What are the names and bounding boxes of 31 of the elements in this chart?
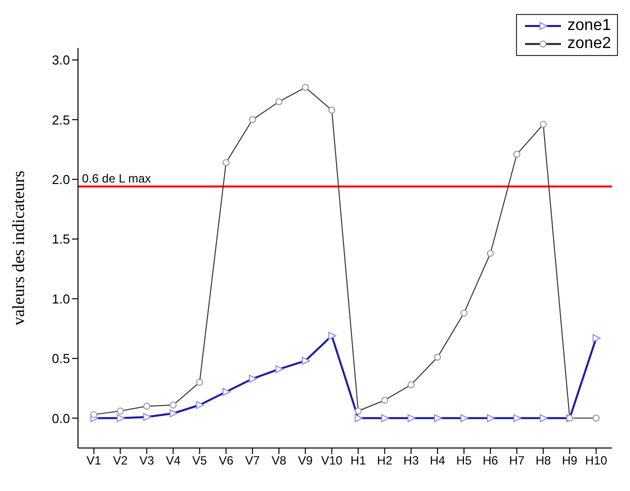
x-tick-label: H3 bbox=[403, 454, 420, 468]
x-tick-label: V8 bbox=[272, 454, 287, 468]
y-tick-label: 1.0 bbox=[52, 291, 70, 306]
y-tick-label: 0.0 bbox=[52, 410, 70, 426]
x-tick-label: V9 bbox=[298, 454, 314, 468]
x-tick-label: V6 bbox=[218, 454, 234, 468]
y-tick-label: 0.5 bbox=[52, 351, 70, 366]
x-tick-label: H4 bbox=[430, 454, 446, 468]
x-tick-label: H9 bbox=[562, 454, 578, 468]
x-tick-label: H7 bbox=[509, 454, 525, 468]
y-tick-label: 1.5 bbox=[52, 232, 70, 247]
x-tick-label: H1 bbox=[350, 454, 366, 468]
x-tick-label: H6 bbox=[482, 454, 498, 468]
x-tick-label: H8 bbox=[536, 454, 552, 468]
ref-line-label: 0.6 de L max bbox=[82, 172, 151, 186]
y-tick-label: 2.0 bbox=[52, 172, 70, 187]
y-tick-label: 3.0 bbox=[52, 52, 70, 68]
y-tick-label: 2.5 bbox=[52, 112, 70, 128]
x-tick-label: V5 bbox=[192, 454, 208, 468]
x-tick-label: V10 bbox=[321, 454, 343, 468]
legend-label: zone2 bbox=[567, 35, 611, 53]
y-axis-title: valeurs des indicateurs bbox=[9, 170, 28, 326]
x-tick-label: H2 bbox=[376, 454, 393, 468]
x-tick-label: H10 bbox=[585, 454, 608, 468]
x-tick-label: V4 bbox=[166, 454, 181, 468]
x-tick-label: V1 bbox=[86, 454, 102, 468]
x-tick-label: V3 bbox=[139, 454, 154, 468]
x-tick-label: V7 bbox=[245, 454, 260, 468]
x-tick-label: V2 bbox=[112, 454, 128, 468]
legend-label: zone1 bbox=[567, 17, 611, 35]
x-tick-label: H5 bbox=[456, 454, 472, 468]
